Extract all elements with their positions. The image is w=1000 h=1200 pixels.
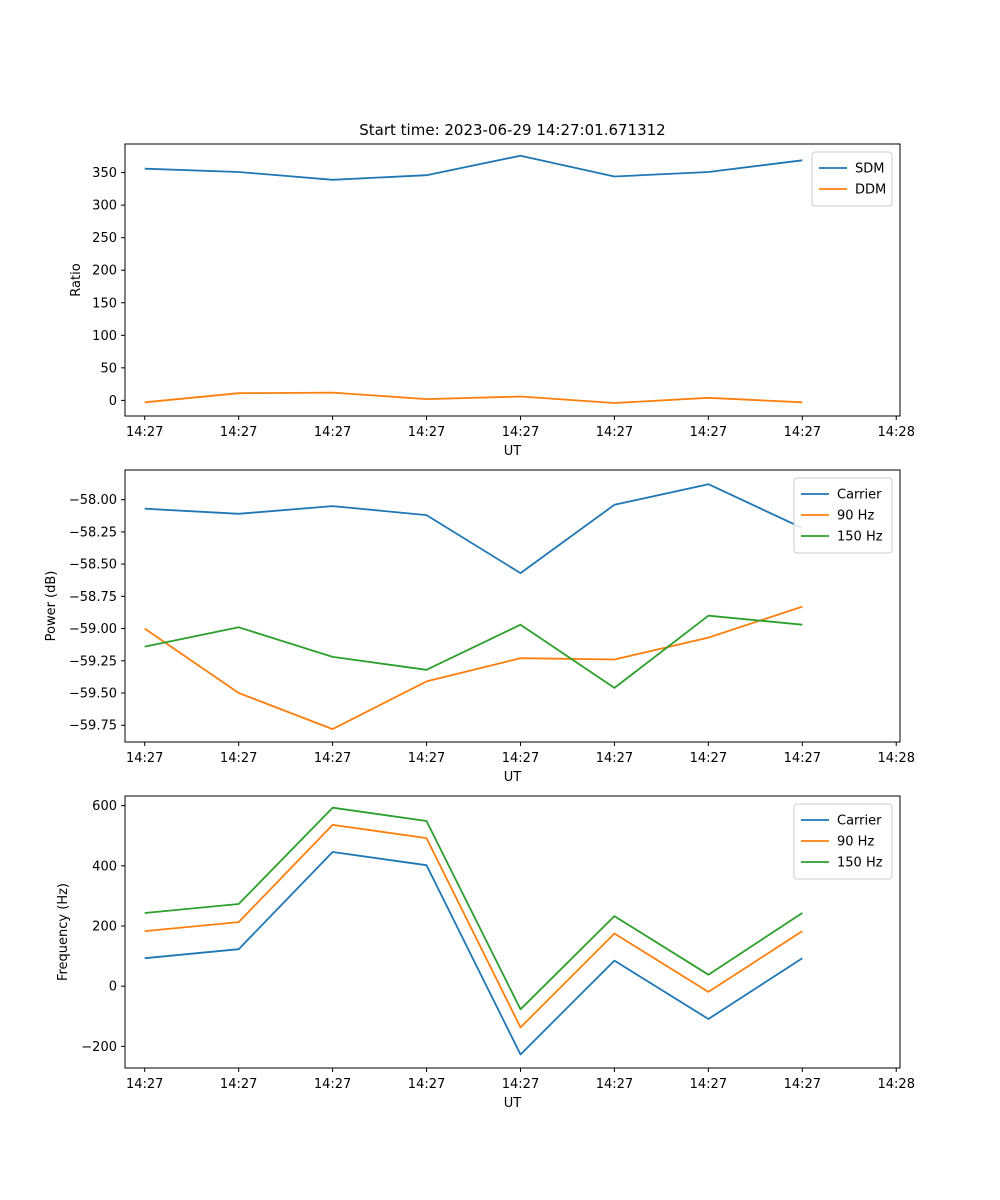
- y-tick-label: 150: [92, 296, 117, 311]
- series-line-150-hz: [144, 614, 803, 689]
- x-tick-label: 14:27: [784, 425, 821, 440]
- x-tick-label: 14:28: [878, 751, 915, 766]
- legend-label-150-hz: 150 Hz: [837, 856, 883, 871]
- x-tick-label: 14:27: [314, 425, 351, 440]
- y-tick-label: 400: [92, 859, 117, 874]
- legend-label-ddm: DDM: [855, 183, 886, 198]
- legend-label-90-hz: 90 Hz: [837, 835, 874, 850]
- series-line-ddm: [144, 391, 803, 404]
- series-line-90-hz: [144, 824, 803, 1029]
- chart-title: Start time: 2023-06-29 14:27:01.671312: [359, 121, 665, 139]
- legend-box: [793, 803, 893, 880]
- chart-panel-1: Start time: 2023-06-29 14:27:01.671312 14…: [69, 121, 915, 459]
- y-tick-label: −59.00: [69, 622, 117, 637]
- y-tick-label: −58.75: [69, 590, 117, 605]
- y-tick-label: −58.25: [69, 525, 117, 540]
- axes-frame: [124, 795, 901, 1069]
- y-axis-label: Frequency (Hz): [56, 883, 71, 981]
- x-tick-label: 14:27: [126, 1077, 163, 1092]
- axes-frame: [124, 469, 901, 743]
- x-axis-label: UT: [504, 444, 522, 459]
- y-tick-label: 350: [92, 166, 117, 181]
- y-tick-label: 250: [92, 231, 117, 246]
- y-tick-label: 300: [92, 199, 117, 214]
- x-tick-label: 14:27: [502, 751, 539, 766]
- x-tick-label: 14:27: [220, 425, 257, 440]
- x-tick-label: 14:27: [502, 1077, 539, 1092]
- y-tick-label: −59.75: [69, 719, 117, 734]
- x-tick-label: 14:28: [878, 1077, 915, 1092]
- x-tick-label: 14:27: [126, 751, 163, 766]
- legend-box: [811, 151, 893, 207]
- x-tick-label: 14:28: [878, 425, 915, 440]
- x-tick-label: 14:27: [690, 1077, 727, 1092]
- y-tick-label: 100: [92, 329, 117, 344]
- x-tick-label: 14:27: [690, 425, 727, 440]
- legend-label-carrier: Carrier: [837, 814, 882, 829]
- x-tick-label: 14:27: [502, 425, 539, 440]
- y-tick-label: −58.50: [69, 558, 117, 573]
- chart-panel-3: 14:27 14:27 14:27 14:27 14:27 14:27 14:27 14:27…: [56, 795, 915, 1111]
- x-tick-label: 14:27: [220, 1077, 257, 1092]
- y-axis-label: Power (dB): [44, 571, 59, 642]
- x-tick-label: 14:27: [220, 751, 257, 766]
- legend-label-sdm: SDM: [855, 162, 884, 177]
- x-tick-label: 14:27: [126, 425, 163, 440]
- legend-label-90-hz: 90 Hz: [837, 509, 874, 524]
- y-tick-label: −59.50: [69, 687, 117, 702]
- x-axis-label: UT: [504, 1096, 522, 1111]
- x-tick-label: 14:27: [690, 751, 727, 766]
- legend-box: [793, 477, 893, 554]
- y-tick-label: −200: [81, 1040, 117, 1055]
- series-line-carrier: [144, 851, 803, 1056]
- y-tick-label: 600: [92, 799, 117, 814]
- y-tick-label: 0: [109, 980, 117, 995]
- series-line-sdm: [144, 154, 803, 181]
- chart-panel-2: 14:27 14:27 14:27 14:27 14:27 14:27 14:27 14:27…: [44, 469, 915, 785]
- x-tick-label: 14:27: [314, 751, 351, 766]
- y-tick-label: 50: [100, 361, 117, 376]
- y-tick-label: 0: [109, 394, 117, 409]
- x-tick-label: 14:27: [784, 1077, 821, 1092]
- y-axis-label: Ratio: [69, 263, 84, 296]
- x-tick-label: 14:27: [408, 751, 445, 766]
- series-line-carrier: [144, 483, 803, 574]
- x-tick-label: 14:27: [596, 751, 633, 766]
- x-tick-label: 14:27: [408, 425, 445, 440]
- x-axis-label: UT: [504, 770, 522, 785]
- axes-frame: [124, 143, 901, 417]
- x-tick-label: 14:27: [408, 1077, 445, 1092]
- series-line-150-hz: [144, 806, 803, 1011]
- x-tick-label: 14:27: [596, 1077, 633, 1092]
- y-tick-label: 200: [92, 264, 117, 279]
- y-tick-label: −59.25: [69, 654, 117, 669]
- legend-label-150-hz: 150 Hz: [837, 530, 883, 545]
- x-tick-label: 14:27: [314, 1077, 351, 1092]
- x-tick-label: 14:27: [596, 425, 633, 440]
- x-tick-label: 14:27: [784, 751, 821, 766]
- series-line-90-hz: [144, 605, 803, 730]
- legend-label-carrier: Carrier: [837, 488, 882, 503]
- y-tick-label: −58.00: [69, 493, 117, 508]
- y-tick-label: 200: [92, 919, 117, 934]
